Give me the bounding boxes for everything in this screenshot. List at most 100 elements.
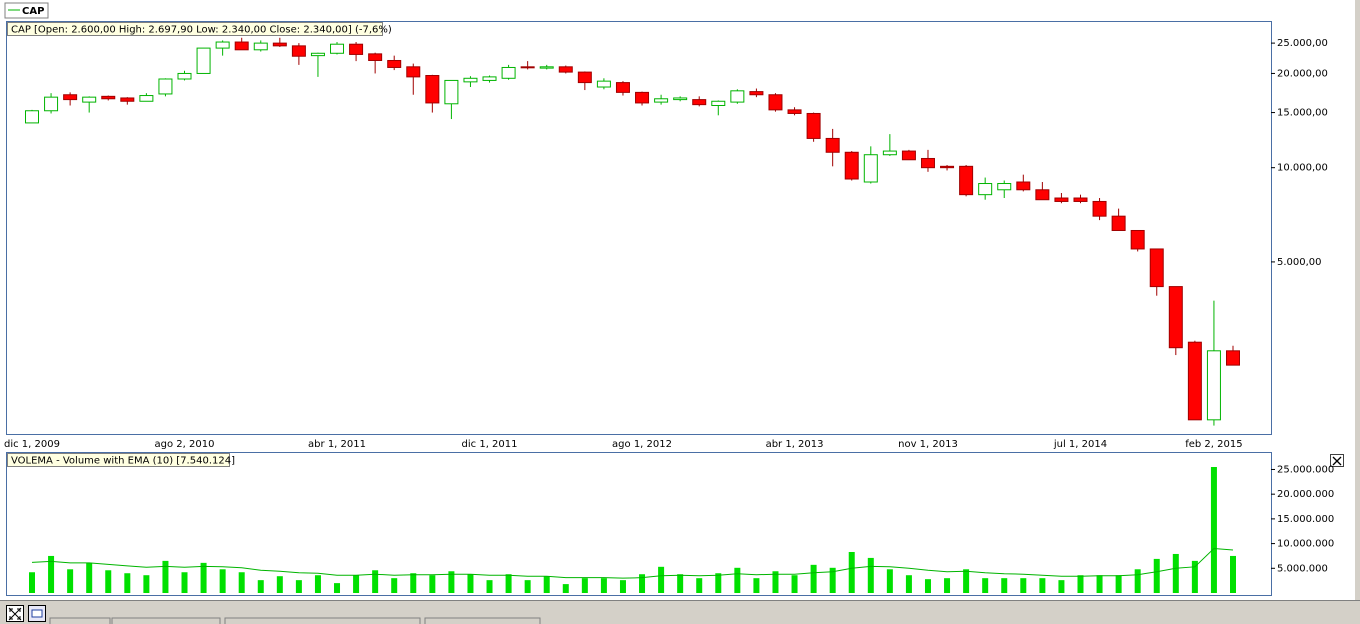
volume-bar (353, 575, 360, 593)
candle-body (158, 78, 173, 95)
candle-body (291, 45, 306, 57)
volume-bar (67, 569, 74, 593)
volume-bar (181, 572, 188, 593)
candle-body (1016, 181, 1031, 191)
x-tick-label: dic 1, 2009 (4, 439, 60, 450)
candle-body (901, 150, 916, 161)
volume-bar (1058, 580, 1065, 593)
print-icon (31, 609, 43, 618)
candle-body (501, 66, 516, 79)
volume-bar (429, 575, 436, 593)
toolbar (0, 600, 1360, 624)
candle-body (863, 154, 878, 183)
candle-body (539, 66, 554, 69)
volume-bar (1115, 575, 1122, 593)
x-tick-label: nov 1, 2013 (898, 439, 958, 450)
price-caption: CAP [Open: 2.600,00 High: 2.697,90 Low: … (11, 25, 392, 36)
volume-bar (581, 578, 588, 593)
volume-bar (886, 569, 893, 593)
candle-body (749, 91, 764, 96)
volume-bar (48, 555, 55, 593)
volume-bar (486, 580, 493, 593)
volume-bar (810, 564, 817, 593)
volume-bar (905, 575, 912, 593)
candle-body (959, 165, 974, 196)
toolbar-tabs (49, 617, 541, 624)
candle-body (920, 157, 935, 169)
y-tick-label: 20.000.000 (1277, 489, 1334, 500)
y-tick-label: 5.000.000 (1277, 563, 1328, 574)
candle-body (844, 151, 859, 180)
volume-bar (639, 574, 646, 593)
candle-body (1187, 341, 1202, 421)
candle-body (44, 96, 59, 112)
legend-box[interactable] (4, 2, 49, 19)
y-tick-label: 5.000,00 (1277, 257, 1322, 268)
volume-bar (924, 579, 931, 593)
candle-body (1092, 200, 1107, 217)
candle-body (940, 165, 955, 169)
candle-body (520, 66, 535, 69)
candle-body (120, 97, 135, 102)
volume-bar (276, 576, 283, 593)
legend-label[interactable]: CAP (22, 6, 44, 17)
volume-bar (162, 560, 169, 593)
volume-bar (867, 557, 874, 593)
volume-bar (334, 583, 341, 593)
candle-body (673, 97, 688, 101)
volume-bar (543, 576, 550, 593)
volume-bar (257, 580, 264, 593)
volume-bar (1020, 578, 1027, 593)
x-tick-label: feb 2, 2015 (1185, 439, 1242, 450)
volume-bar (829, 567, 836, 593)
candle-body (101, 95, 116, 100)
fit-icon (8, 607, 22, 621)
x-tick-label: ago 1, 2012 (612, 439, 672, 450)
volume-bar (410, 573, 417, 593)
candle-body (25, 110, 39, 124)
volume-bar (1191, 560, 1198, 593)
candle-body (806, 112, 821, 139)
candle-body (1130, 229, 1145, 250)
volume-caption-box (7, 453, 230, 467)
candle-body (482, 76, 497, 81)
volume-bar (1172, 553, 1179, 593)
volume-bar (1230, 555, 1236, 593)
candle-body (692, 99, 707, 106)
candle-body (997, 183, 1012, 191)
volume-bar (524, 580, 531, 593)
y-tick-label: 15.000.000 (1277, 514, 1334, 525)
volume-bar (143, 575, 150, 593)
candle-body (406, 66, 421, 78)
candle-body (1073, 197, 1088, 202)
candle-body (577, 71, 592, 84)
close-icon (1332, 456, 1342, 466)
ema-line (31, 548, 1234, 579)
candle-body (711, 100, 726, 106)
candle-body (253, 42, 268, 51)
price-caption-box (7, 22, 383, 36)
candle-body (596, 80, 611, 88)
volume-bar (1096, 575, 1103, 593)
volume-bar (715, 573, 722, 593)
volume-bar (86, 562, 93, 593)
candle-body (272, 42, 287, 47)
volume-bar (1153, 558, 1160, 593)
candle-body (1111, 215, 1126, 231)
x-tick-label: abr 1, 2011 (308, 439, 366, 450)
volume-bar (238, 572, 245, 593)
candle-body (196, 47, 211, 74)
candle-body (730, 90, 745, 103)
volume-bar (505, 574, 512, 593)
volume-bar (219, 569, 226, 593)
y-tick-label: 10.000,00 (1277, 163, 1328, 174)
candle-body (654, 98, 669, 103)
volume-bar (467, 574, 474, 593)
volume-bar (982, 578, 989, 593)
y-tick-label: 25.000.000 (1277, 464, 1334, 475)
candle-body (1226, 350, 1240, 366)
candle-body (82, 96, 97, 103)
x-tick-label: jul 1, 2014 (1053, 439, 1107, 450)
candle-body (139, 95, 154, 102)
